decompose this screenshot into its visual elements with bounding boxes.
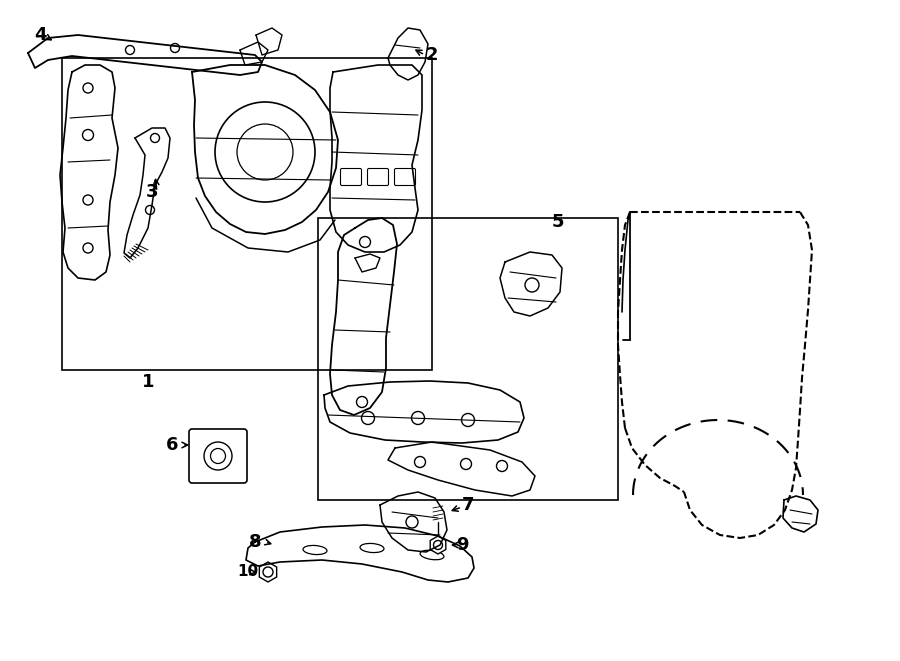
Text: 1: 1 <box>142 373 154 391</box>
Bar <box>318 218 618 500</box>
Text: 5: 5 <box>552 213 564 231</box>
Text: 9: 9 <box>455 536 468 554</box>
Text: 8: 8 <box>248 533 261 551</box>
Text: 3: 3 <box>146 183 158 201</box>
Text: 4: 4 <box>34 26 46 44</box>
Text: 10: 10 <box>238 564 258 580</box>
Text: 2: 2 <box>426 46 438 64</box>
Text: 6: 6 <box>166 436 178 454</box>
Bar <box>62 58 432 370</box>
Text: 7: 7 <box>462 496 474 514</box>
